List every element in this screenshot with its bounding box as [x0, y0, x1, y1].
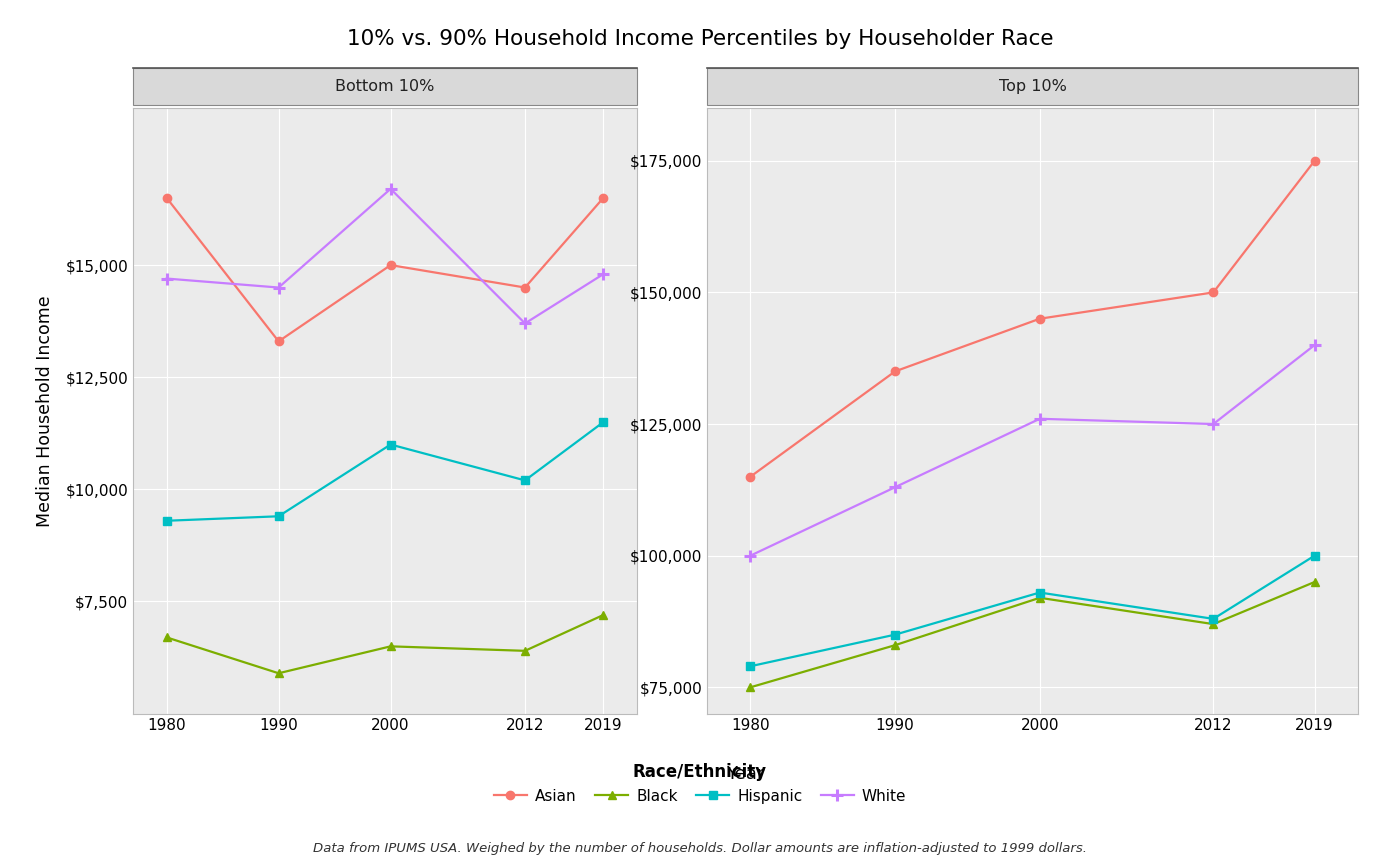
Legend: Asian, Black, Hispanic, White: Asian, Black, Hispanic, White — [487, 757, 913, 810]
Text: Year: Year — [727, 766, 764, 783]
Text: Bottom 10%: Bottom 10% — [336, 79, 434, 94]
Text: Data from IPUMS USA. Weighed by the number of households. Dollar amounts are inf: Data from IPUMS USA. Weighed by the numb… — [314, 842, 1086, 855]
Text: Top 10%: Top 10% — [998, 79, 1067, 94]
Y-axis label: Median Household Income: Median Household Income — [36, 295, 55, 527]
Text: 10% vs. 90% Household Income Percentiles by Householder Race: 10% vs. 90% Household Income Percentiles… — [347, 29, 1053, 49]
